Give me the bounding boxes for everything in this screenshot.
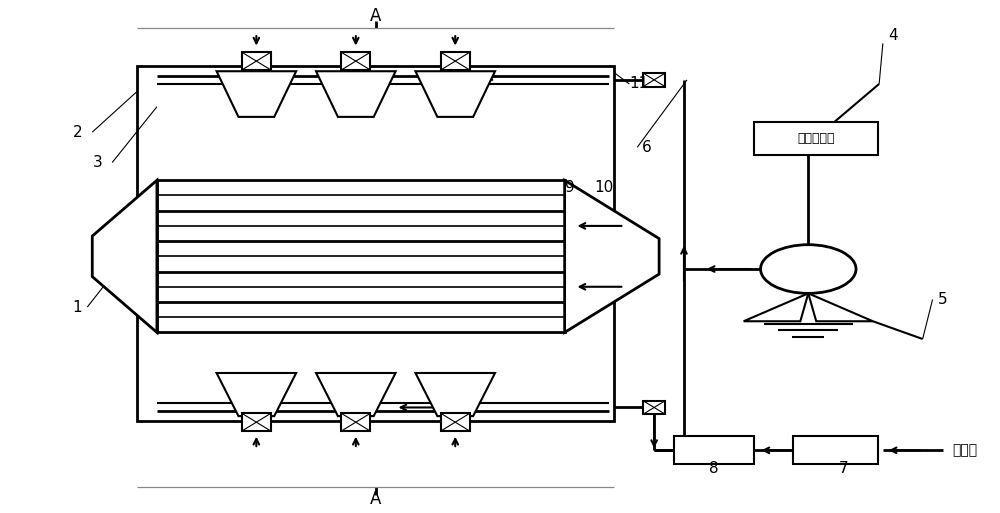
Bar	[242, 52, 271, 70]
Text: 3: 3	[92, 155, 102, 170]
Bar	[793, 437, 878, 464]
Polygon shape	[415, 373, 495, 416]
Bar	[137, 66, 614, 421]
Text: 5: 5	[938, 292, 947, 307]
Bar	[674, 437, 754, 464]
Text: 11: 11	[630, 76, 649, 91]
Bar	[341, 52, 370, 70]
Bar	[754, 122, 878, 155]
Text: 1: 1	[73, 300, 82, 314]
Text: 6: 6	[642, 140, 652, 155]
Polygon shape	[217, 373, 296, 416]
Bar	[441, 52, 470, 70]
Polygon shape	[565, 180, 659, 332]
Text: 10: 10	[595, 181, 614, 195]
Polygon shape	[808, 293, 873, 321]
Text: A: A	[370, 490, 381, 508]
Polygon shape	[217, 71, 296, 117]
Text: 4: 4	[888, 28, 898, 43]
Polygon shape	[316, 71, 396, 117]
Polygon shape	[316, 373, 396, 416]
Polygon shape	[415, 71, 495, 117]
Bar	[341, 413, 370, 431]
Text: 冷却风机组: 冷却风机组	[797, 132, 834, 145]
Bar	[441, 413, 470, 431]
Text: A: A	[370, 8, 381, 26]
Bar	[643, 73, 665, 87]
Text: 9: 9	[565, 181, 574, 195]
Polygon shape	[744, 293, 808, 321]
Circle shape	[761, 245, 856, 293]
Bar	[157, 180, 565, 332]
Text: 7: 7	[838, 461, 848, 476]
Bar	[242, 413, 271, 431]
Text: 8: 8	[709, 461, 719, 476]
Text: 增湿水: 增湿水	[952, 443, 978, 457]
Bar	[643, 401, 665, 414]
Polygon shape	[92, 180, 157, 332]
Text: 2: 2	[73, 125, 82, 140]
